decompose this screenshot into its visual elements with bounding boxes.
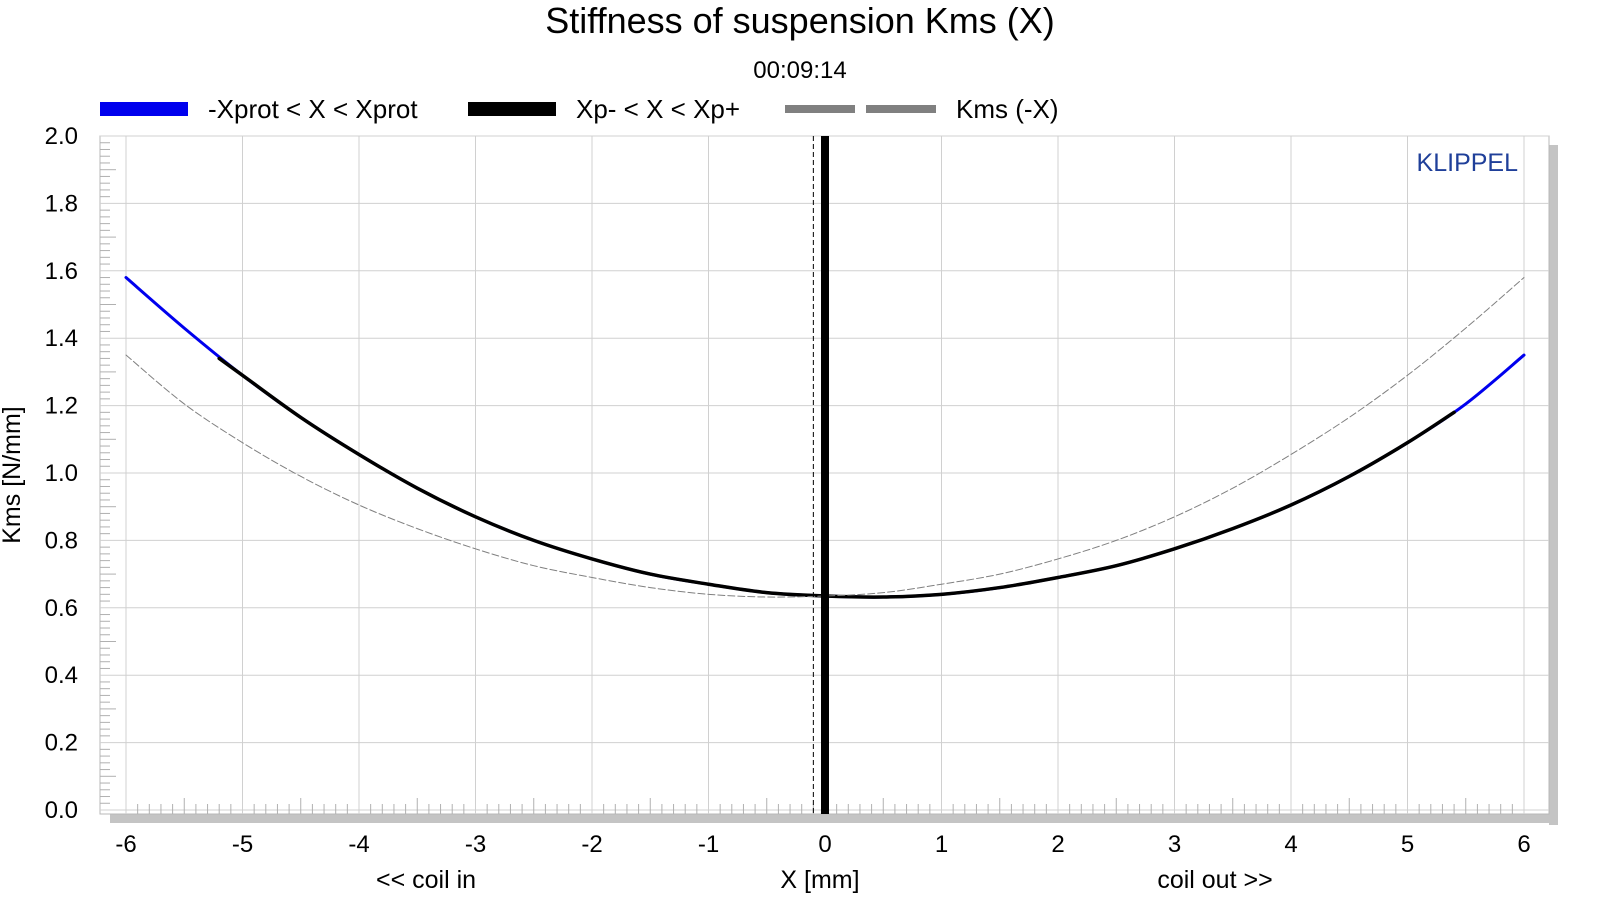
y-tick-label-1: 0.2 (45, 730, 78, 757)
plot-shadow-right (1549, 145, 1558, 825)
chart-subtitle: 00:09:14 (753, 57, 846, 84)
x-tick-label-5: -1 (698, 831, 719, 858)
legend-swatch-mirrored-2 (866, 105, 936, 113)
chart-title: Stiffness of suspension Kms (X) (545, 0, 1055, 41)
legend-swatch-protected-range (100, 102, 188, 116)
x-tick-label-10: 4 (1284, 831, 1297, 858)
y-tick-label-5: 1.0 (45, 460, 78, 487)
legend-swatch-peak-range (468, 102, 556, 116)
x-axis-label: X [mm] (780, 866, 859, 894)
y-tick-label-10: 2.0 (45, 123, 78, 150)
x-tick-label-0: -6 (115, 831, 136, 858)
brand-label: KLIPPEL (1417, 149, 1519, 177)
y-tick-label-6: 1.2 (45, 393, 78, 420)
y-tick-label-4: 0.8 (45, 527, 78, 554)
legend-label-peak-range: Xp- < X < Xp+ (576, 94, 740, 124)
y-tick-labels: 0.0 0.2 0.4 0.6 0.8 1.0 1.2 1.4 1.6 1.8 2.0 (45, 123, 78, 824)
x-axis-label-left: << coil in (376, 866, 476, 894)
x-tick-label-12: 6 (1517, 831, 1530, 858)
x-axis-label-right: coil out >> (1157, 866, 1272, 894)
y-tick-label-0: 0.0 (45, 797, 78, 824)
y-tick-label-3: 0.6 (45, 595, 78, 622)
x-tick-label-8: 2 (1051, 831, 1064, 858)
y-tick-label-7: 1.4 (45, 325, 78, 352)
x-tick-label-7: 1 (935, 831, 948, 858)
x-tick-label-3: -3 (465, 831, 486, 858)
x-tick-label-1: -5 (232, 831, 253, 858)
legend: -Xprot < X < Xprot Xp- < X < Xp+ Kms (-X… (100, 94, 1059, 124)
vertical-markers (812, 136, 829, 814)
legend-label-mirrored: Kms (-X) (956, 94, 1059, 124)
x-tick-label-6: 0 (818, 831, 831, 858)
x-tick-label-11: 5 (1401, 831, 1414, 858)
x-tick-label-2: -4 (348, 831, 369, 858)
minor-ticks (100, 142, 1513, 814)
legend-swatch-mirrored-1 (785, 105, 855, 113)
x-tick-label-9: 3 (1168, 831, 1181, 858)
x-tick-labels: -6 -5 -4 -3 -2 -1 0 1 2 3 4 5 6 (115, 831, 1530, 858)
x-tick-label-4: -2 (581, 831, 602, 858)
plot-shadow-bottom (110, 814, 1558, 823)
y-axis-label: Kms [N/mm] (0, 406, 26, 544)
legend-label-protected-range: -Xprot < X < Xprot (208, 94, 418, 124)
y-tick-label-8: 1.6 (45, 258, 78, 285)
y-tick-label-2: 0.4 (45, 662, 78, 689)
y-tick-label-9: 1.8 (45, 190, 78, 217)
